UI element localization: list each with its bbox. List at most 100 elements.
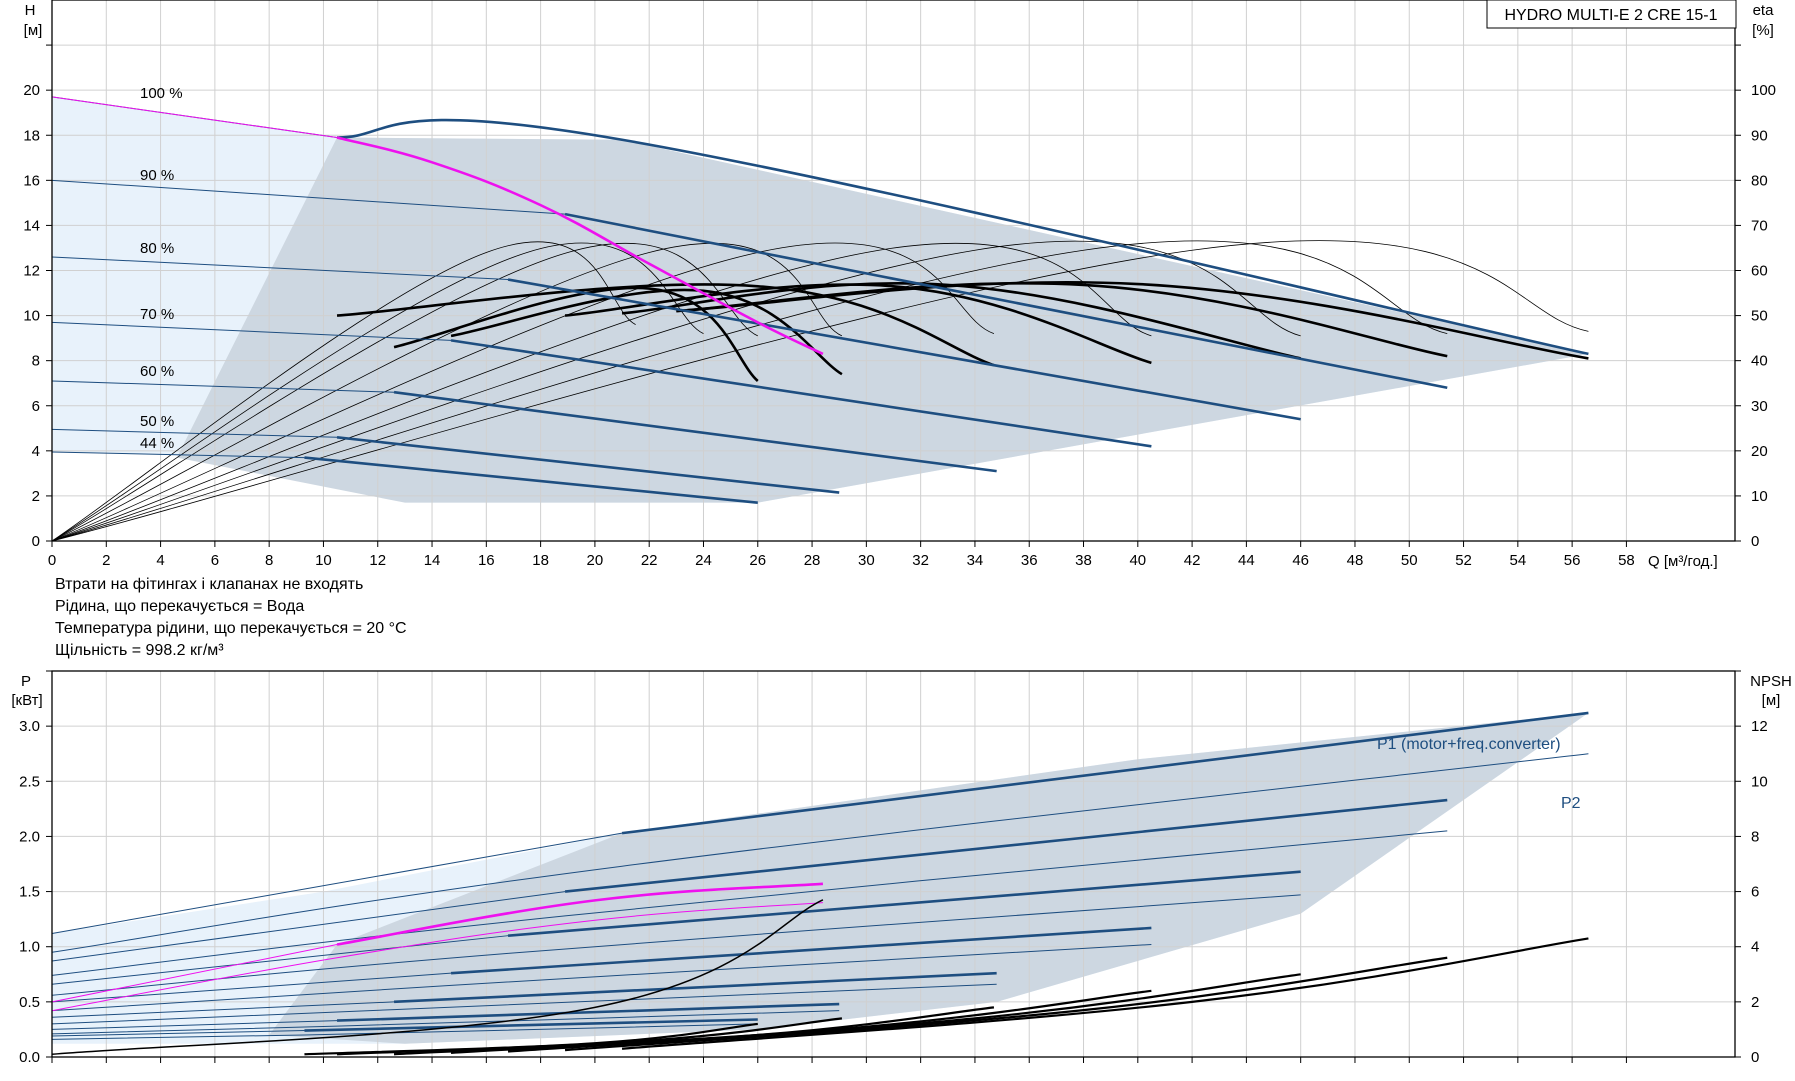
p1-curve <box>304 1018 758 1032</box>
speed-label-70: 70 % <box>140 306 174 323</box>
y2-tick-label: 8 <box>1751 828 1759 845</box>
y-tick-label: 16 <box>23 172 40 189</box>
head-curve-thin <box>51 179 566 215</box>
x-tick-label: 58 <box>1618 552 1635 569</box>
p2-curve <box>51 944 1152 1012</box>
p2-curve <box>51 1023 758 1040</box>
y2-tick-label: 80 <box>1751 172 1768 189</box>
npsh-curve <box>507 973 1301 1053</box>
p1-curve-thin <box>51 832 623 934</box>
p1-curve <box>393 971 997 1004</box>
x-tick-label: 0 <box>48 552 56 569</box>
x-tick-label: 6 <box>211 552 219 569</box>
y-tick-label: 0 <box>32 533 40 550</box>
y-tick-label: 10 <box>23 308 40 325</box>
p1-curve-thin <box>51 1030 305 1037</box>
x-tick-label: 48 <box>1347 552 1364 569</box>
y2-tick-label: 10 <box>1751 488 1768 505</box>
note-density: Щільність = 998.2 кг/м³ <box>55 642 224 659</box>
operating-region <box>176 137 1589 503</box>
p1-curve <box>621 711 1589 835</box>
head-axis-label: H <box>25 2 36 19</box>
note-liquid: Рідина, що перекачується = Вода <box>55 598 305 615</box>
power-region <box>269 712 1589 1044</box>
x-tick-label: 10 <box>315 552 332 569</box>
eta-axis-unit: [%] <box>1752 22 1774 39</box>
p2-series-label: P2 <box>1561 795 1581 812</box>
x-tick-label: 46 <box>1292 552 1309 569</box>
y2-tick-label: 12 <box>1751 718 1768 735</box>
x-axis-label: Q [м³/год.] <box>1648 553 1718 570</box>
head-curve <box>393 390 997 473</box>
x-tick-label: 4 <box>156 552 164 569</box>
y2-tick-label: 100 <box>1751 82 1776 99</box>
efficiency-curve-thin <box>51 242 1152 542</box>
efficiency-curve <box>676 280 1589 360</box>
eta-axis-label: eta <box>1753 2 1775 19</box>
x-tick-label: 26 <box>749 552 766 569</box>
y-tick-label: 3.0 <box>19 718 40 735</box>
x-tick-label: 42 <box>1184 552 1201 569</box>
duty-p1-curve <box>336 882 824 946</box>
x-tick-label: 34 <box>967 552 984 569</box>
duty-curve <box>336 136 824 356</box>
x-tick-label: 22 <box>641 552 658 569</box>
head-axis-unit: [м] <box>24 22 43 39</box>
x-tick-label: 56 <box>1564 552 1581 569</box>
head-curve-thin <box>51 321 452 341</box>
y2-tick-label: 20 <box>1751 443 1768 460</box>
x-tick-label: 14 <box>424 552 441 569</box>
y-tick-label: 18 <box>23 127 40 144</box>
speed-label-80: 80 % <box>140 240 174 257</box>
y2-tick-label: 10 <box>1751 773 1768 790</box>
power-axis-unit: [кВт] <box>11 692 42 709</box>
efficiency-curve <box>393 286 759 382</box>
y2-tick-label: 6 <box>1751 884 1759 901</box>
duty-p1-curve-thin <box>51 944 338 1003</box>
head-curve <box>304 456 758 504</box>
y2-tick-label: 70 <box>1751 217 1768 234</box>
duty-curve-thin <box>51 96 338 138</box>
y-tick-label: 2.0 <box>19 828 40 845</box>
p2-curve <box>51 894 1301 996</box>
x-tick-label: 12 <box>369 552 386 569</box>
x-tick-label: 32 <box>912 552 929 569</box>
npsh-axis-label: NPSH <box>1750 673 1792 690</box>
p1-curve <box>564 798 1448 893</box>
title-box <box>1486 0 1737 29</box>
y2-tick-label: 0 <box>1751 1049 1759 1066</box>
y-tick-label: 14 <box>23 217 40 234</box>
p2-curve <box>51 753 1589 953</box>
efficiency-curve-thin <box>51 240 1301 542</box>
npsh-axis-unit: [м] <box>1762 692 1781 709</box>
p2-curve <box>51 1010 840 1035</box>
x-tick-label: 20 <box>587 552 604 569</box>
x-tick-label: 54 <box>1509 552 1526 569</box>
y-tick-label: 2 <box>32 488 40 505</box>
p2-curve <box>51 830 1448 976</box>
head-curve-thin <box>51 256 509 281</box>
x-tick-label: 16 <box>478 552 495 569</box>
efficiency-curve-thin <box>51 240 1448 542</box>
y-tick-label: 0.0 <box>19 1049 40 1066</box>
head-curve-thin <box>51 380 395 393</box>
efficiency-curve-thin <box>51 241 636 542</box>
x-tick-label: 28 <box>804 552 821 569</box>
y-tick-label: 4 <box>32 443 40 460</box>
p1-curve <box>507 870 1301 937</box>
chart-title: HYDRO MULTI-E 2 CRE 15-1 <box>1504 7 1717 24</box>
p1-series-label: P1 (motor+freq.converter) <box>1377 736 1561 753</box>
y-tick-label: 12 <box>23 263 40 280</box>
p1-curve-thin <box>51 935 509 985</box>
bottom-plot-frame <box>51 670 1736 1058</box>
head-curve <box>336 436 840 494</box>
x-tick-label: 24 <box>695 552 712 569</box>
p1-curve-thin <box>51 891 566 962</box>
efficiency-curve <box>336 283 995 367</box>
y2-tick-label: 2 <box>1751 994 1759 1011</box>
y-tick-label: 6 <box>32 398 40 415</box>
speed-label-90: 90 % <box>140 167 174 184</box>
y-tick-label: 20 <box>23 82 40 99</box>
head-curve <box>450 339 1152 448</box>
